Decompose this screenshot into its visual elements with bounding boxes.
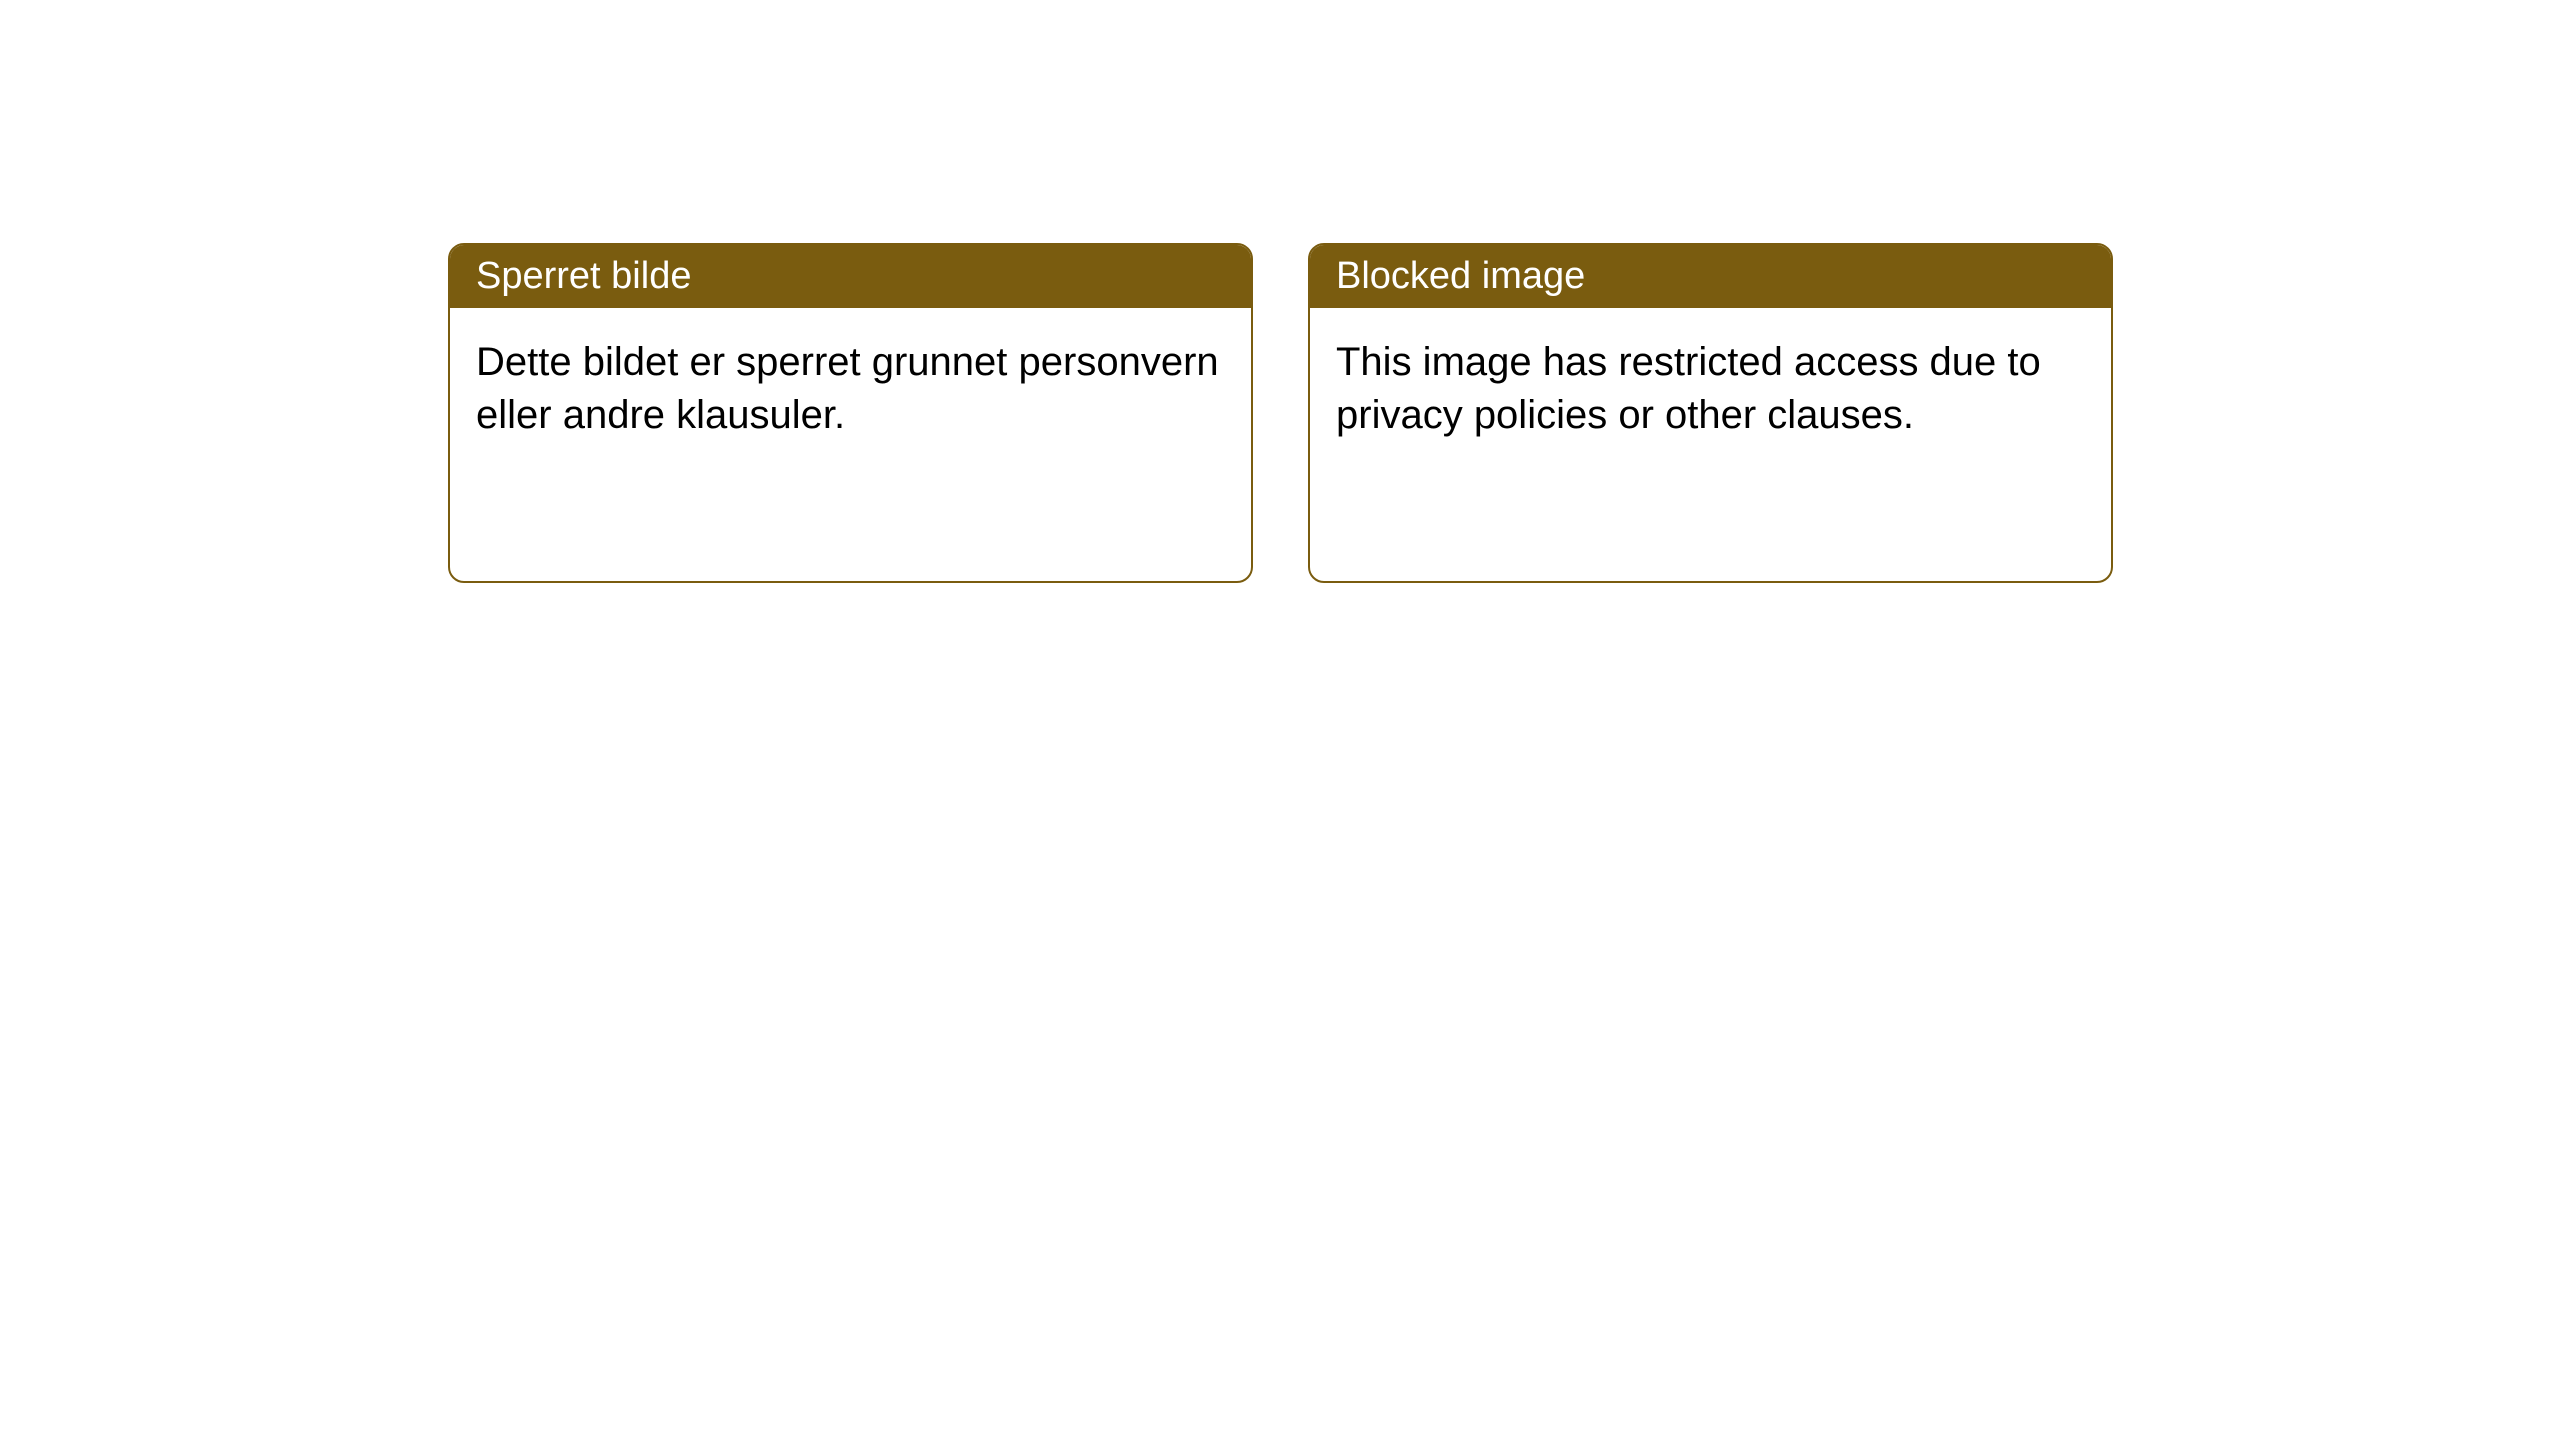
notice-body-english: This image has restricted access due to …	[1310, 308, 2111, 470]
notice-container: Sperret bilde Dette bildet er sperret gr…	[0, 0, 2560, 583]
notice-body-norwegian: Dette bildet er sperret grunnet personve…	[450, 308, 1251, 470]
notice-title-norwegian: Sperret bilde	[450, 245, 1251, 308]
notice-card-english: Blocked image This image has restricted …	[1308, 243, 2113, 583]
notice-title-english: Blocked image	[1310, 245, 2111, 308]
notice-card-norwegian: Sperret bilde Dette bildet er sperret gr…	[448, 243, 1253, 583]
